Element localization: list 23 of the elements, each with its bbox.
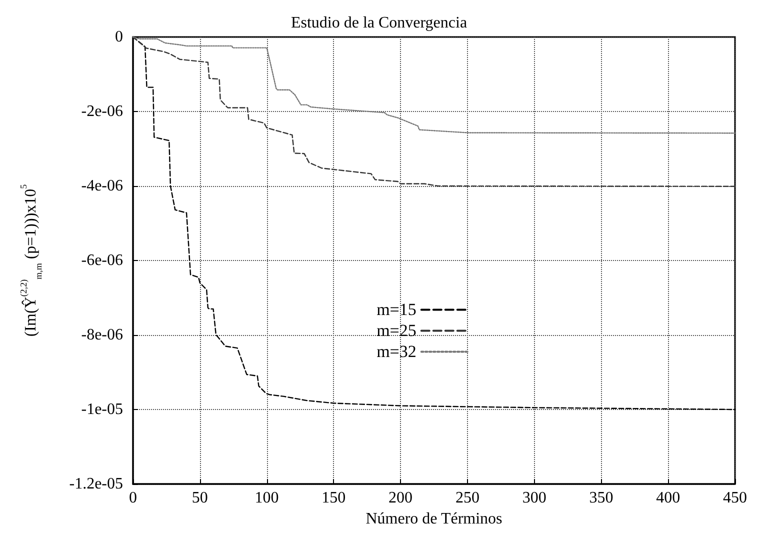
y-axis-title: (Im(Ŷ(2,2)m,m (p=1)))x105 xyxy=(18,184,44,337)
x-tick-label: 250 xyxy=(455,490,480,506)
chart-title: Estudio de la Convergencia xyxy=(290,14,468,32)
legend-label: m=25 xyxy=(376,321,416,340)
y-tick-label: -4e-06 xyxy=(81,178,123,194)
x-tick-label: 450 xyxy=(723,490,747,506)
y-tick-label: 0 xyxy=(115,28,123,46)
y-tick-label: -1.2e-05 xyxy=(69,476,123,492)
x-tick-label: 150 xyxy=(322,490,346,506)
x-axis-title: Número de Términos xyxy=(366,510,502,528)
x-tick-label: 200 xyxy=(388,490,413,506)
y-tick-label: -6e-06 xyxy=(81,252,123,269)
x-tick-label: 100 xyxy=(254,490,279,506)
y-tick-label: -8e-06 xyxy=(81,326,123,344)
x-tick-label: 300 xyxy=(522,490,546,506)
y-tick-label: -2e-06 xyxy=(81,103,123,120)
y-tick-label: -1e-05 xyxy=(81,401,123,418)
x-tick-label: 50 xyxy=(192,490,208,506)
x-tick-label: 400 xyxy=(656,490,680,506)
x-tick-label: 0 xyxy=(129,490,137,506)
legend-label: m=15 xyxy=(376,300,416,320)
x-tick-label: 350 xyxy=(589,490,614,506)
legend-label: m=32 xyxy=(376,342,416,362)
